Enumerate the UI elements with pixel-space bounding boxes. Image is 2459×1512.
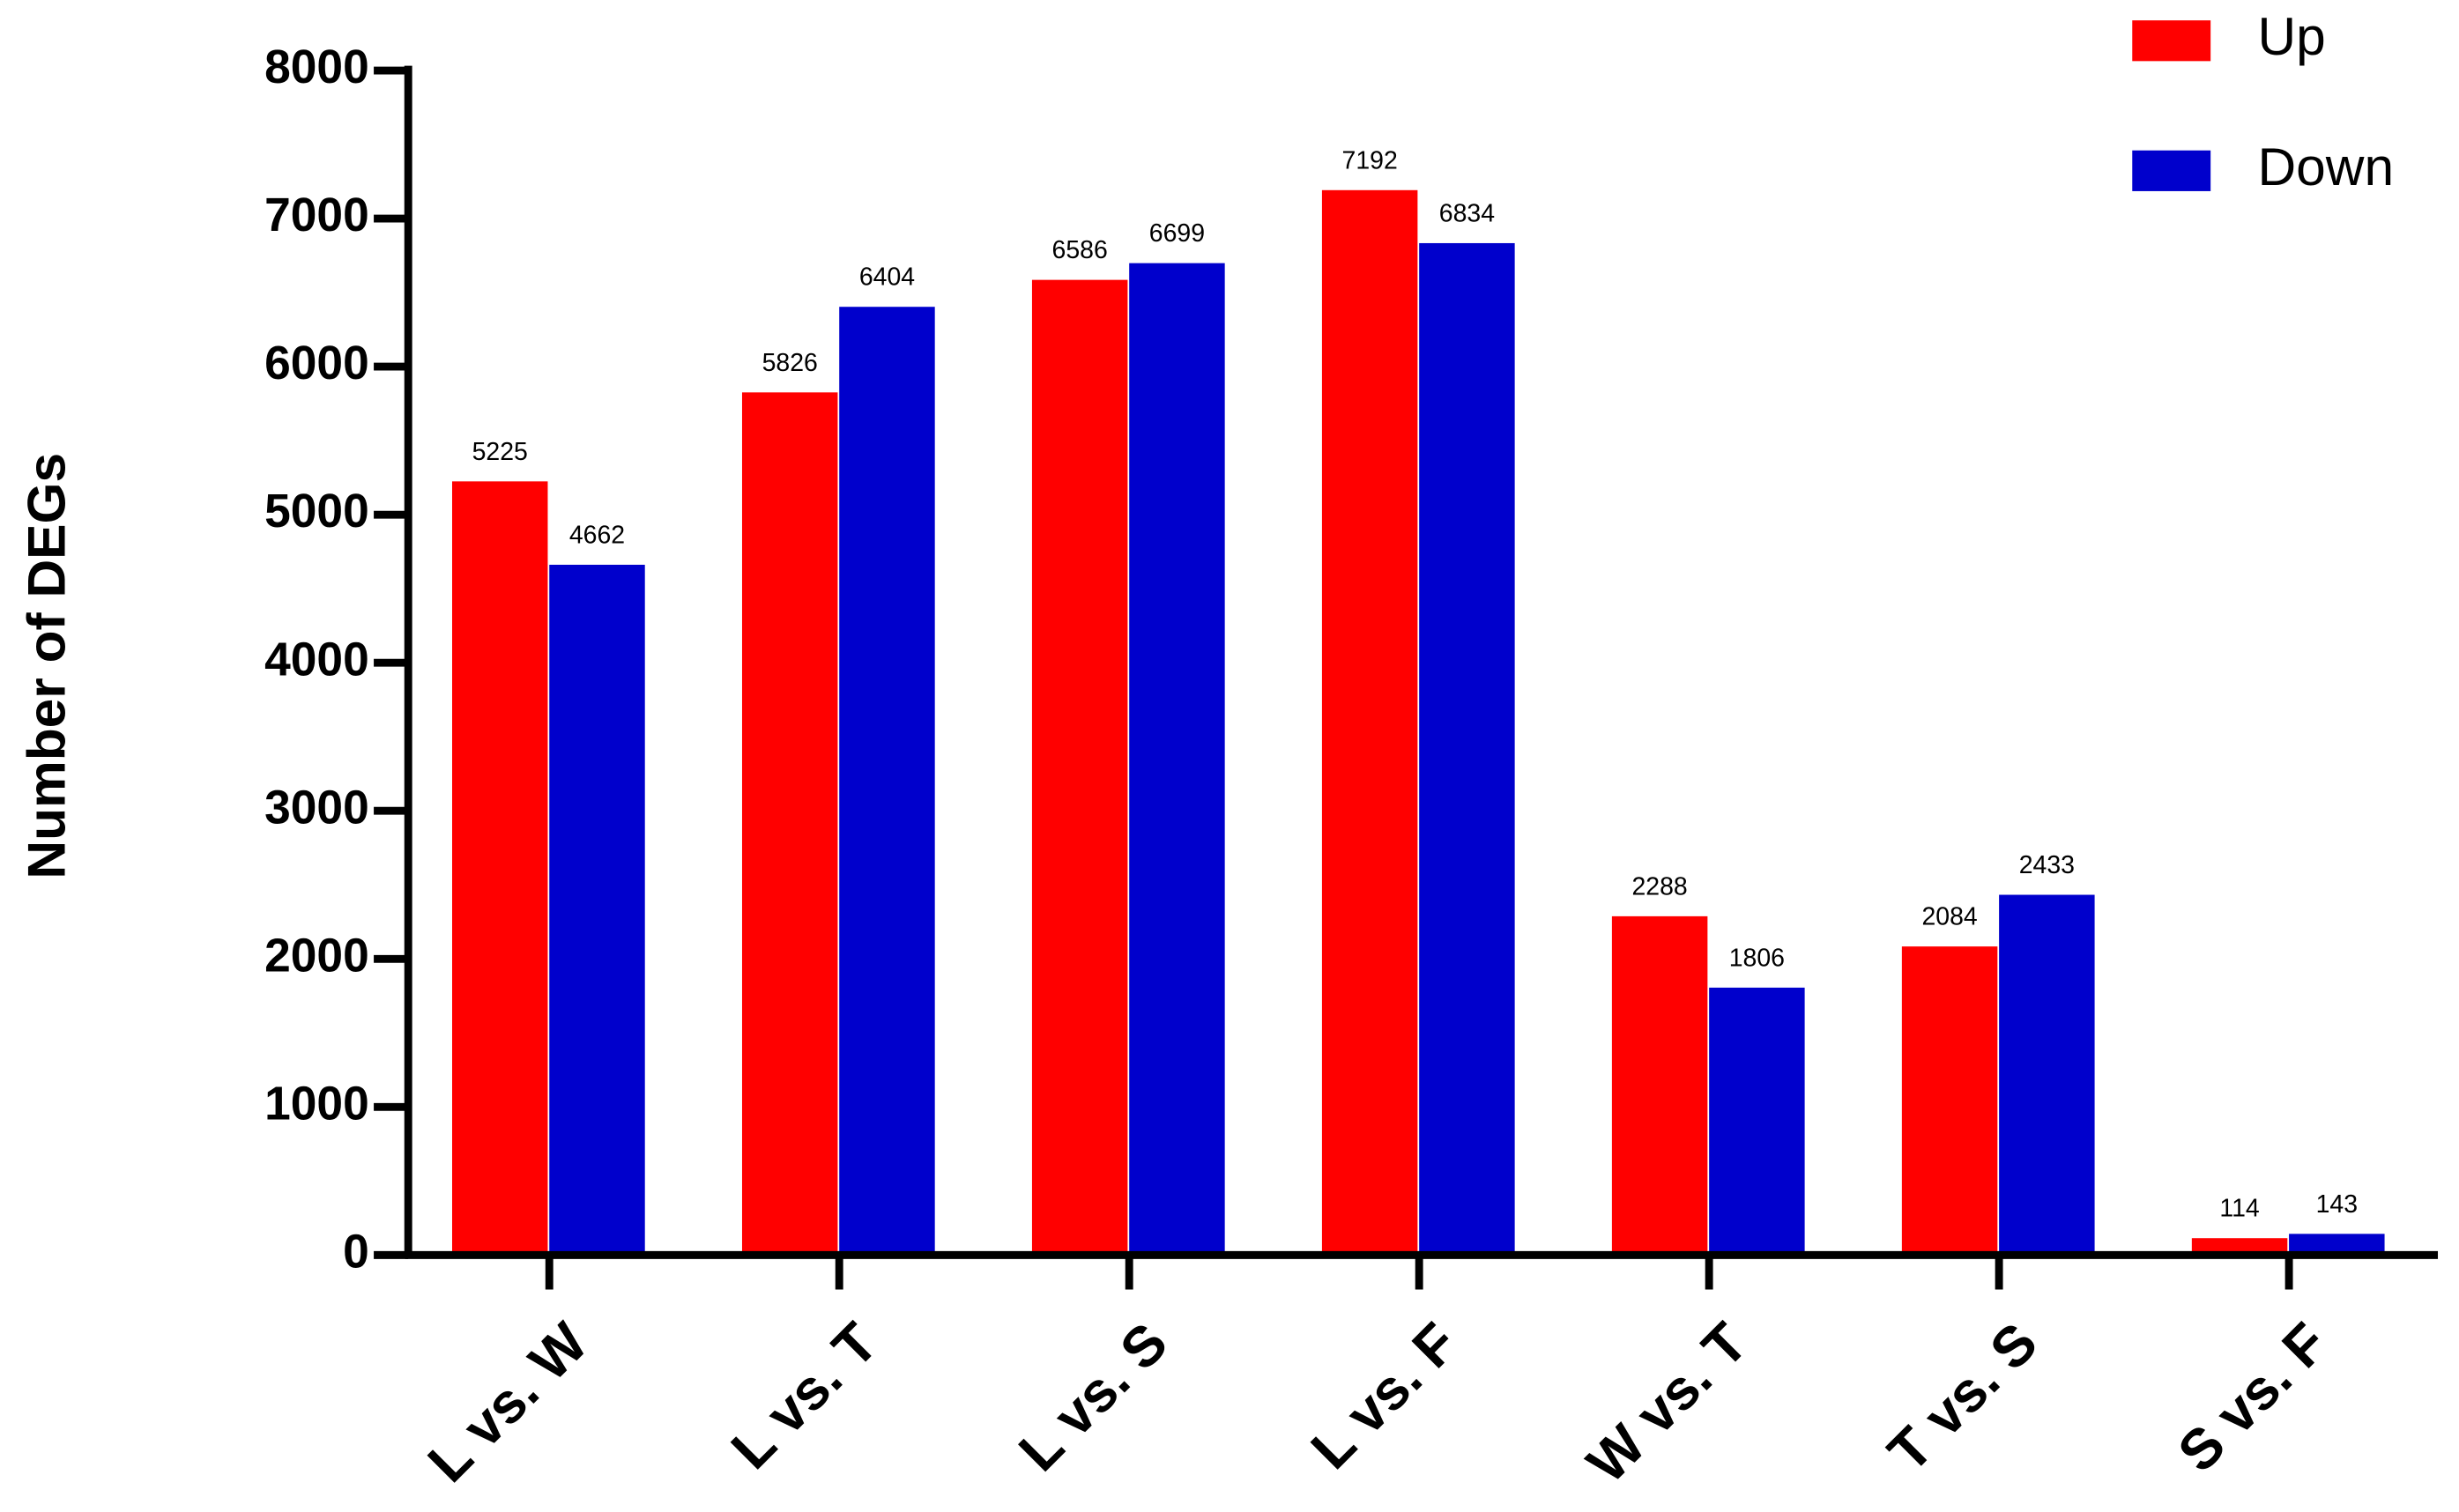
bar (1901, 946, 1998, 1256)
y-tick-label: 5000 (264, 485, 369, 537)
data-label: 143 (2316, 1190, 2358, 1219)
data-label: 6586 (1052, 236, 1108, 264)
data-label: 5225 (472, 438, 528, 466)
x-tick-label: L vs. F (1299, 1310, 1469, 1480)
bar (549, 564, 645, 1256)
bar (839, 307, 935, 1256)
x-tick-label: W vs. T (1575, 1310, 1759, 1494)
legend-swatch (2132, 20, 2211, 62)
data-label: 1806 (1729, 944, 1785, 972)
y-tick-label: 0 (343, 1226, 369, 1278)
legend-label: Up (2258, 6, 2326, 66)
bar (451, 481, 548, 1256)
y-tick-label: 2000 (264, 930, 369, 982)
data-label: 6834 (1439, 199, 1495, 227)
y-tick-label: 4000 (264, 634, 369, 686)
x-tick-label: L vs. T (719, 1310, 889, 1480)
data-label: 6404 (859, 263, 915, 292)
legend-swatch (2132, 150, 2211, 191)
data-label: 5826 (762, 349, 818, 377)
data-label: 4662 (569, 521, 625, 549)
x-tick-label: S vs. F (2166, 1310, 2339, 1484)
y-tick-label: 7000 (264, 189, 369, 241)
legend-label: Down (2258, 137, 2395, 196)
data-label: 6699 (1149, 219, 1205, 248)
bar (1999, 894, 2095, 1256)
data-label: 2433 (2019, 851, 2075, 879)
data-label: 2084 (1921, 903, 1977, 931)
y-tick-label: 6000 (264, 337, 369, 389)
bar (741, 392, 838, 1256)
bar (1321, 189, 1418, 1256)
bar (1709, 987, 1805, 1256)
y-tick-label: 8000 (264, 41, 369, 93)
y-axis-label: Number of DEGs (17, 453, 77, 879)
bar (2191, 1238, 2288, 1256)
x-tick-label: L vs. W (416, 1310, 600, 1494)
bar (1419, 242, 1515, 1256)
bar (1031, 279, 1128, 1256)
bar (1129, 263, 1225, 1256)
y-tick-label: 3000 (264, 782, 369, 834)
x-tick-label: L vs. S (1007, 1310, 1179, 1483)
data-label: 114 (2219, 1195, 2259, 1223)
bar (1611, 915, 1708, 1256)
x-tick-label: T vs. S (1876, 1310, 2049, 1484)
data-label: 7192 (1342, 146, 1398, 174)
data-label: 2288 (1631, 872, 1687, 901)
y-tick-label: 1000 (264, 1078, 369, 1130)
